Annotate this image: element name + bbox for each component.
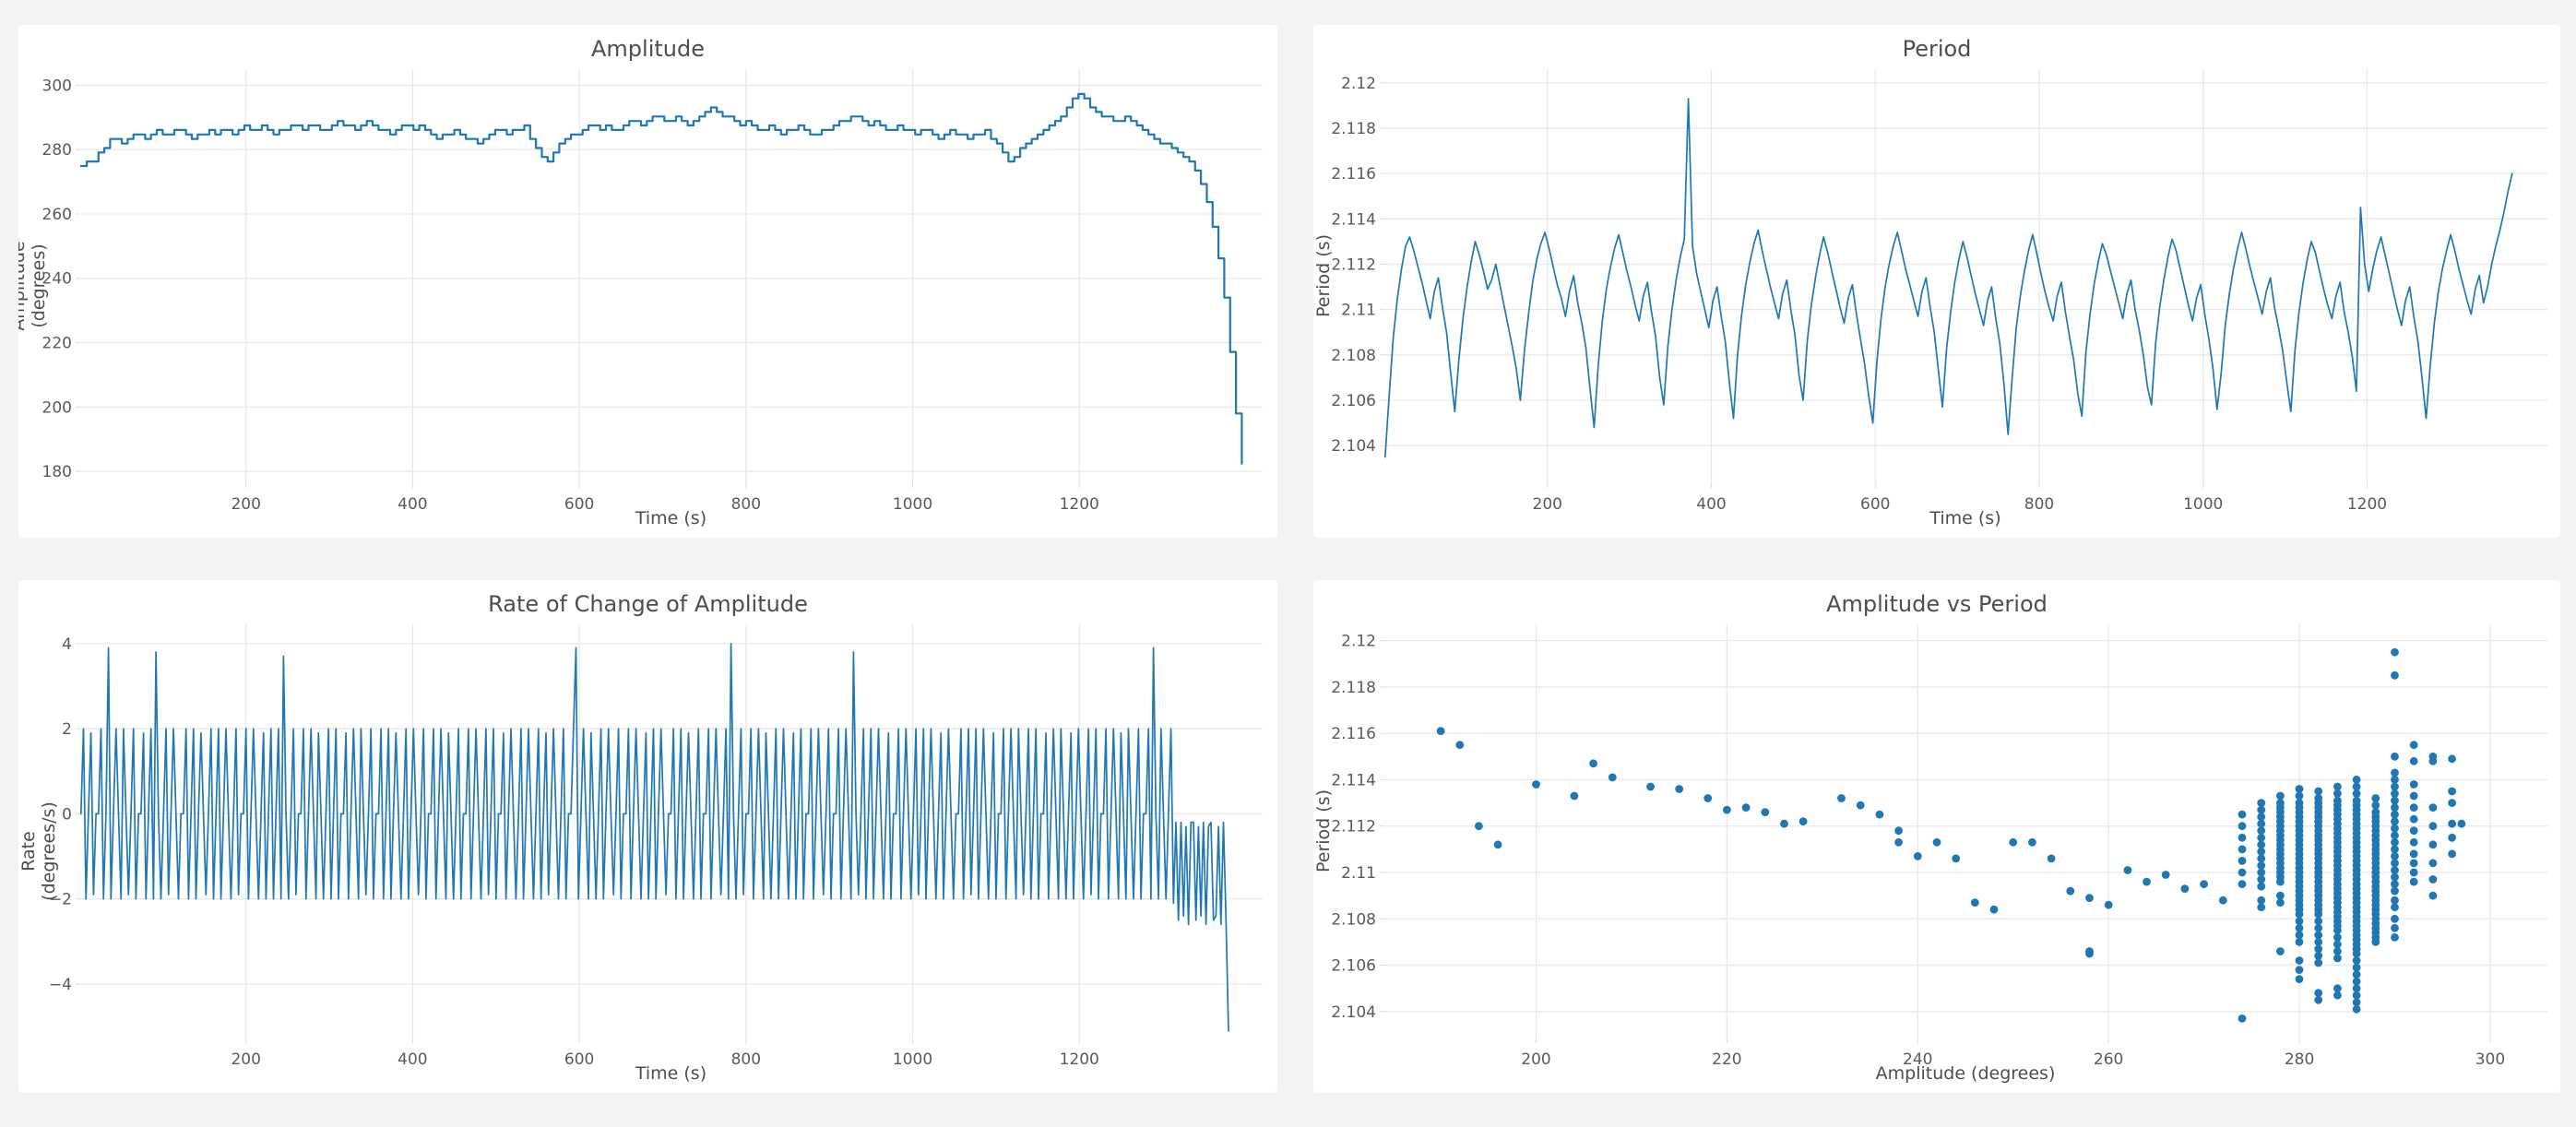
svg-text:2.12: 2.12: [1341, 633, 1376, 651]
svg-text:2.12: 2.12: [1341, 75, 1376, 93]
svg-text:240: 240: [42, 270, 72, 289]
svg-text:200: 200: [231, 1050, 260, 1069]
svg-text:1200: 1200: [1060, 1050, 1099, 1069]
panel-amplitude-vs-period: 200 220 240 260 280 300 2.104 2.106 2.108 2.11 2.1…: [1313, 580, 2560, 1093]
svg-text:2.106: 2.106: [1331, 392, 1376, 410]
y-axis-label: Amplitude (degrees): [18, 241, 49, 331]
chart-title: Amplitude vs Period: [1826, 591, 2048, 617]
svg-text:2.11: 2.11: [1341, 302, 1376, 320]
y-axis-label: Amplitude Rate (degrees/s): [18, 801, 59, 901]
chart-title: Period: [1902, 36, 1972, 62]
chart-title: Amplitude: [591, 36, 705, 62]
y-axis-label: Period (s): [1313, 234, 1334, 318]
svg-text:1000: 1000: [893, 495, 932, 514]
svg-text:1000: 1000: [893, 1050, 932, 1069]
panel-amplitude: 200 400 600 800 1000 1200 180 200 220 240 260 280 30…: [18, 25, 1277, 538]
chart-title: Rate of Change of Amplitude: [488, 591, 808, 617]
svg-text:200: 200: [42, 398, 72, 417]
x-axis-label: Time (s): [1929, 508, 2001, 528]
amplitude-chart: 200 400 600 800 1000 1200 180 200 220 240 260 280 30…: [42, 69, 1263, 514]
svg-text:600: 600: [564, 495, 594, 514]
svg-text:2.11: 2.11: [1341, 864, 1376, 883]
svg-text:260: 260: [42, 206, 72, 224]
svg-text:600: 600: [564, 1050, 594, 1069]
svg-text:1200: 1200: [2347, 495, 2387, 514]
svg-text:300: 300: [2475, 1050, 2505, 1069]
amplitude-vs-period-chart: 200 220 240 260 280 300 2.104 2.106 2.108 2.11 2.1…: [1331, 624, 2547, 1069]
svg-text:2.116: 2.116: [1331, 165, 1376, 184]
svg-text:400: 400: [1696, 495, 1726, 514]
svg-text:2.114: 2.114: [1331, 771, 1376, 789]
svg-text:280: 280: [2285, 1050, 2314, 1069]
svg-text:300: 300: [42, 77, 72, 95]
svg-text:800: 800: [731, 495, 761, 514]
svg-text:600: 600: [1860, 495, 1890, 514]
svg-text:2.108: 2.108: [1331, 347, 1376, 365]
svg-text:220: 220: [1712, 1050, 1741, 1069]
svg-text:180: 180: [42, 463, 72, 481]
svg-text:200: 200: [1521, 1050, 1550, 1069]
x-axis-label: Time (s): [635, 508, 707, 528]
x-axis-label: Amplitude (degrees): [1875, 1063, 2056, 1084]
svg-text:260: 260: [2094, 1050, 2123, 1069]
x-axis-label: Time (s): [635, 1063, 707, 1084]
svg-text:200: 200: [1533, 495, 1562, 514]
svg-text:2.112: 2.112: [1331, 255, 1376, 274]
svg-text:4: 4: [62, 635, 72, 654]
svg-text:2.104: 2.104: [1331, 1003, 1376, 1022]
svg-text:−2: −2: [49, 891, 72, 909]
svg-text:2.114: 2.114: [1331, 210, 1376, 229]
svg-text:2.112: 2.112: [1331, 818, 1376, 836]
svg-text:2.118: 2.118: [1331, 679, 1376, 697]
svg-text:220: 220: [42, 335, 72, 353]
svg-text:400: 400: [398, 495, 427, 514]
svg-text:0: 0: [62, 805, 72, 824]
svg-text:1200: 1200: [1060, 495, 1099, 514]
svg-text:2.104: 2.104: [1331, 437, 1376, 456]
svg-text:200: 200: [231, 495, 260, 514]
svg-text:800: 800: [2024, 495, 2054, 514]
svg-text:2.118: 2.118: [1331, 120, 1376, 138]
period-chart: 200 400 600 800 1000 12002.1042.1062.1082.112…: [1331, 69, 2547, 514]
panel-amplitude-rate: 200 400 600 800 1000 1200 −4 −2 0 2 4 Rate of Chan…: [18, 580, 1277, 1093]
svg-text:800: 800: [731, 1050, 761, 1069]
svg-text:2.108: 2.108: [1331, 910, 1376, 929]
svg-text:2.106: 2.106: [1331, 957, 1376, 976]
y-axis-label: Period (s): [1313, 789, 1334, 873]
panel-period: 200 400 600 800 1000 1200 2.104 2.106 2.108 2.11 2…: [1313, 25, 2560, 538]
amplitude-rate-chart: 200 400 600 800 1000 1200 −4 −2 0 2 4: [49, 624, 1263, 1069]
svg-text:400: 400: [398, 1050, 427, 1069]
svg-text:−4: −4: [49, 976, 72, 994]
svg-text:240: 240: [1903, 1050, 1932, 1069]
svg-text:280: 280: [42, 141, 72, 160]
svg-text:2.116: 2.116: [1331, 725, 1376, 743]
svg-text:1000: 1000: [2183, 495, 2223, 514]
svg-text:2: 2: [62, 720, 72, 739]
